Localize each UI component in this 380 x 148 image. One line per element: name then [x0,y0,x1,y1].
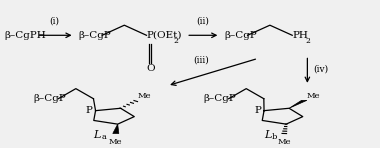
Text: P(OEt): P(OEt) [146,31,182,40]
Text: β–CgP: β–CgP [224,31,257,40]
Text: β–CgP: β–CgP [33,94,66,103]
Text: β–CgP: β–CgP [203,94,236,103]
Text: (ii): (ii) [196,16,209,25]
Polygon shape [113,124,119,133]
Text: (iv): (iv) [313,65,328,74]
Text: (iii): (iii) [193,55,209,64]
Text: a: a [102,133,107,141]
Text: P: P [86,106,93,115]
Text: PH: PH [292,31,308,40]
Text: β–CgPH: β–CgPH [5,31,46,40]
Text: O: O [146,64,155,73]
Text: β–CgP: β–CgP [78,31,111,40]
Text: b: b [272,133,277,141]
Text: Me: Me [277,138,291,146]
Text: Me: Me [138,92,151,100]
Text: L: L [264,130,271,140]
Polygon shape [289,100,307,108]
Text: P: P [254,106,261,115]
Text: (i): (i) [49,16,59,25]
Text: 2: 2 [173,37,178,45]
Text: Me: Me [109,138,123,146]
Text: L: L [93,130,101,140]
Text: Me: Me [306,92,320,100]
Text: 2: 2 [306,37,311,45]
